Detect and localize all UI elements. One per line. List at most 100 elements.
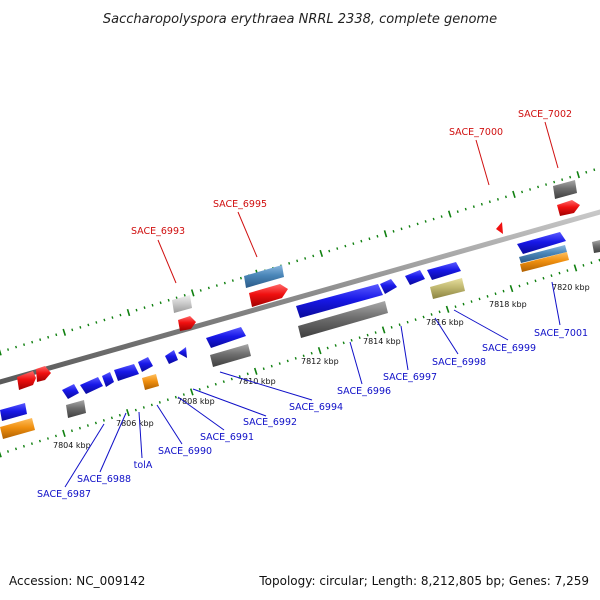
gene-feature[interactable] xyxy=(430,278,465,299)
gene-label[interactable]: SACE_6991 xyxy=(200,432,254,443)
gene-feature[interactable] xyxy=(296,284,383,318)
gene-label[interactable]: SACE_6995 xyxy=(213,199,267,210)
leader-line xyxy=(156,404,183,445)
leader-line xyxy=(157,239,177,284)
minor-tick xyxy=(246,372,249,376)
minor-tick xyxy=(199,289,202,292)
gene-label[interactable]: SACE_6999 xyxy=(482,343,536,354)
gene-feature[interactable] xyxy=(138,357,153,372)
minor-tick xyxy=(392,229,395,233)
gene-feature[interactable] xyxy=(178,347,187,358)
gene-feature[interactable] xyxy=(114,364,139,381)
gene-label[interactable]: SACE_6997 xyxy=(383,372,437,383)
minor-tick xyxy=(143,306,146,310)
minor-tick xyxy=(537,185,540,189)
minor-tick xyxy=(302,354,305,358)
minor-tick xyxy=(304,257,307,260)
gene-feature[interactable] xyxy=(249,284,288,307)
major-tick xyxy=(253,367,258,375)
gene-feature[interactable] xyxy=(520,252,569,272)
minor-tick xyxy=(472,205,475,209)
major-tick xyxy=(126,308,131,317)
minor-tick xyxy=(79,325,82,329)
gene-label[interactable]: SACE_6987 xyxy=(37,489,91,500)
gene-feature[interactable] xyxy=(557,200,580,216)
gene-feature[interactable] xyxy=(553,180,577,199)
major-tick xyxy=(447,210,452,218)
gene-feature[interactable] xyxy=(178,316,196,331)
minor-tick xyxy=(119,313,122,317)
minor-tick xyxy=(103,318,106,322)
gene-label[interactable]: SACE_6988 xyxy=(77,474,131,485)
minor-tick xyxy=(422,315,425,319)
minor-tick xyxy=(585,170,588,174)
minor-tick xyxy=(310,351,313,355)
minor-tick xyxy=(366,333,369,337)
map-title: Saccharopolyspora erythraea NRRL 2338, c… xyxy=(103,12,497,27)
minor-tick xyxy=(86,424,89,427)
gene-label[interactable]: SACE_6996 xyxy=(337,386,391,397)
gene-feature[interactable] xyxy=(66,400,86,418)
gene-label[interactable]: SACE_6990 xyxy=(158,446,212,457)
gene-feature[interactable] xyxy=(36,366,51,382)
minor-tick xyxy=(231,279,234,282)
minor-tick xyxy=(159,301,162,305)
gene-label[interactable]: SACE_6994 xyxy=(289,402,343,413)
gene-feature[interactable] xyxy=(172,295,192,313)
gene-feature[interactable] xyxy=(244,265,284,288)
minor-tick xyxy=(504,195,507,199)
minor-tick xyxy=(350,338,353,342)
gene-feature[interactable] xyxy=(0,403,27,421)
major-tick xyxy=(0,349,2,356)
gene-label[interactable]: SACE_7000 xyxy=(449,127,503,138)
gene-feature[interactable] xyxy=(80,377,103,394)
gene-label[interactable]: SACE_7002 xyxy=(518,109,572,120)
leader-line xyxy=(551,281,561,326)
minor-tick xyxy=(23,343,26,347)
leader-line xyxy=(544,121,559,169)
gene-label[interactable]: SACE_6993 xyxy=(131,226,185,237)
minor-tick xyxy=(480,202,483,206)
gene-feature[interactable] xyxy=(427,262,461,280)
gene-label[interactable]: SACE_7001 xyxy=(534,328,588,339)
major-tick xyxy=(189,388,194,396)
gene-feature[interactable] xyxy=(592,240,600,253)
minor-tick xyxy=(238,375,241,378)
minor-tick xyxy=(70,429,73,433)
gene-feature[interactable] xyxy=(17,371,36,390)
gene-label[interactable]: SACE_6998 xyxy=(432,357,486,368)
major-tick xyxy=(62,429,66,437)
major-tick xyxy=(190,289,195,297)
gene-feature[interactable] xyxy=(519,245,567,263)
minor-tick xyxy=(368,237,371,241)
minor-tick xyxy=(71,328,74,332)
minor-tick xyxy=(15,345,18,349)
gene-feature[interactable] xyxy=(298,301,388,338)
gene-feature[interactable] xyxy=(62,384,79,399)
major-tick xyxy=(317,347,322,355)
minor-tick xyxy=(230,377,233,381)
leader-line xyxy=(138,411,143,459)
gene-feature[interactable] xyxy=(496,222,503,234)
gene-label[interactable]: SACE_6992 xyxy=(243,417,297,428)
gene-feature[interactable] xyxy=(0,418,35,439)
leader-line xyxy=(192,388,267,417)
major-tick xyxy=(0,451,2,458)
minor-tick xyxy=(470,300,473,303)
reverse-strand-features xyxy=(0,232,600,439)
gene-feature[interactable] xyxy=(142,374,159,390)
gene-feature[interactable] xyxy=(405,270,425,285)
gene-feature[interactable] xyxy=(102,372,114,387)
forward-strand-features xyxy=(17,180,580,390)
gene-feature[interactable] xyxy=(165,350,178,364)
gene-feature[interactable] xyxy=(206,327,246,348)
gene-feature[interactable] xyxy=(517,232,566,254)
minor-tick xyxy=(7,348,10,351)
gene-label[interactable]: tolA xyxy=(134,460,153,471)
minor-tick xyxy=(534,279,537,283)
gene-feature[interactable] xyxy=(210,344,251,367)
minor-tick xyxy=(590,261,593,265)
leader-line xyxy=(99,412,127,473)
kbp-label: 7808 kbp xyxy=(177,397,215,406)
gene-feature[interactable] xyxy=(380,279,397,294)
